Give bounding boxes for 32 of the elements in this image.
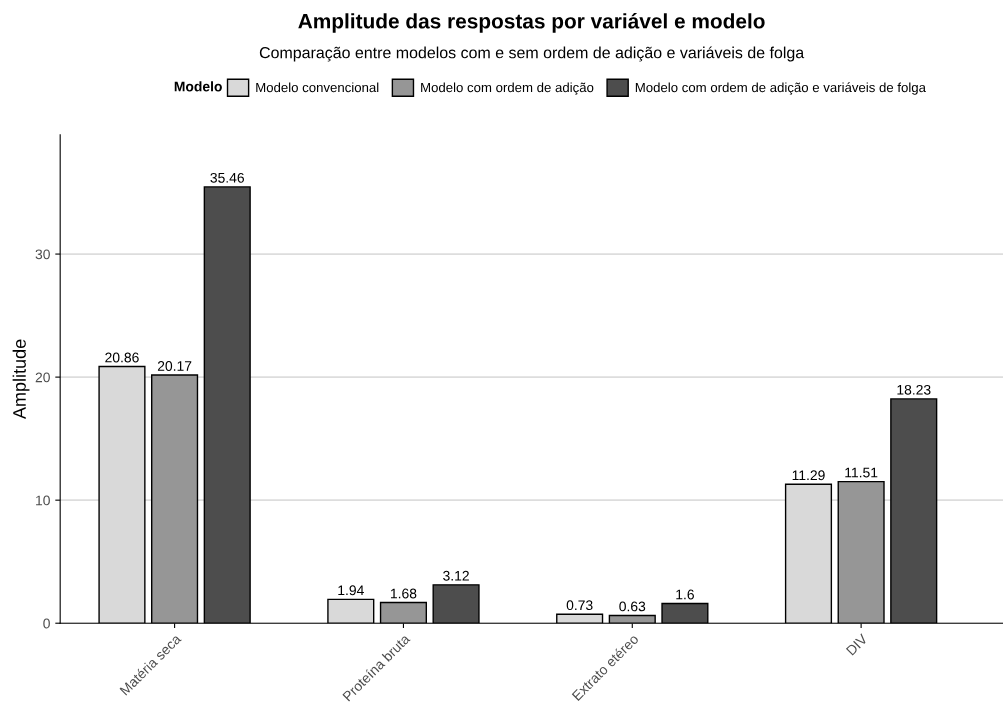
data-label: 0.73 xyxy=(566,600,593,611)
legend-label: Modelo com ordem de adição xyxy=(421,82,594,95)
y-tick-label: 0 xyxy=(43,618,50,629)
bar xyxy=(890,398,938,624)
data-label: 0.63 xyxy=(619,601,646,612)
x-tick-label: DIV xyxy=(845,633,869,656)
bar xyxy=(432,584,480,624)
bar xyxy=(203,186,251,624)
data-label: 1.68 xyxy=(390,588,417,599)
y-tick-label: 20 xyxy=(35,372,50,383)
bar xyxy=(661,602,709,624)
chart-title: Amplitude das respostas por variável e modelo xyxy=(298,13,765,33)
data-label: 18.23 xyxy=(897,384,931,395)
chart-subtitle: Comparação entre modelos com e sem ordem de adição e variáveis de folga xyxy=(259,46,805,62)
bar xyxy=(379,601,428,624)
legend-title: Modelo xyxy=(174,81,222,92)
bar xyxy=(151,374,199,624)
legend-label: Modelo com ordem de adição e variáveis de folga xyxy=(635,82,926,95)
data-label: 20.17 xyxy=(157,361,192,371)
data-label: 11.29 xyxy=(792,470,825,481)
data-label: 35.46 xyxy=(210,172,244,183)
data-label: 20.86 xyxy=(105,352,139,363)
data-label: 1.6 xyxy=(676,589,694,600)
data-label: 3.12 xyxy=(443,570,469,581)
legend-label: Modelo convencional xyxy=(256,82,379,93)
y-axis-title: Amplitude xyxy=(12,339,30,420)
bar xyxy=(837,480,885,624)
y-tick-label: 10 xyxy=(36,495,50,506)
data-label: 11.51 xyxy=(845,467,878,478)
y-tick-label: 30 xyxy=(35,249,50,260)
bar xyxy=(608,614,656,624)
data-label: 1.94 xyxy=(338,585,364,596)
